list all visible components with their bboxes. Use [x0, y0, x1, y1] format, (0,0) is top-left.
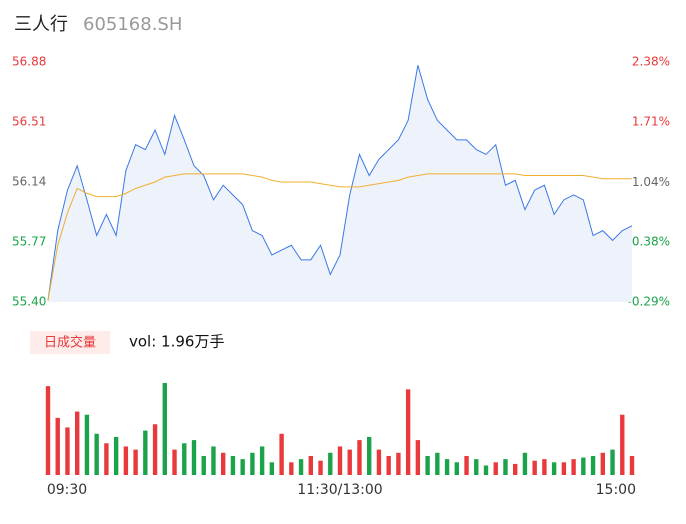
volume-bar	[522, 452, 528, 475]
volume-bar	[65, 427, 70, 475]
volume-bar	[435, 452, 440, 475]
y-tick-label: 56.51	[12, 115, 46, 129]
volume-bar	[474, 459, 479, 475]
volume-bar	[376, 449, 382, 475]
volume-bar	[172, 449, 177, 475]
volume-bar	[240, 459, 245, 475]
price-line	[47, 65, 633, 301]
volume-bar	[94, 433, 99, 475]
volume-bar	[328, 452, 333, 475]
y-tick-label: 55.40	[12, 295, 46, 309]
volume-bar	[551, 462, 557, 475]
volume-bar	[610, 449, 615, 475]
volume-bar	[561, 462, 567, 475]
average-line	[47, 173, 632, 301]
volume-bar	[620, 414, 625, 475]
volume-bar	[269, 462, 275, 475]
volume-bar	[493, 462, 498, 475]
volume-bar	[104, 443, 109, 475]
volume-bar	[221, 452, 226, 475]
volume-bar	[75, 411, 80, 475]
y2-tick-label: -0.29%	[628, 295, 670, 309]
volume-bar	[55, 417, 60, 475]
volume-bar	[571, 459, 576, 475]
volume-bar	[415, 440, 421, 475]
volume-bar	[483, 465, 489, 475]
volume-label: vol: 1.96万手	[129, 333, 224, 351]
volume-bar	[600, 452, 605, 475]
volume-bar	[84, 414, 90, 475]
volume-bar	[357, 440, 362, 475]
volume-bar	[201, 455, 206, 475]
stock-code: 605168.SH	[83, 14, 182, 35]
y-tick-label: 55.77	[12, 235, 46, 249]
volume-bar	[162, 383, 167, 475]
volume-bar	[396, 452, 401, 475]
volume-bar	[337, 446, 343, 475]
volume-bar	[590, 455, 596, 475]
volume-bar	[542, 459, 547, 475]
volume-bar	[513, 463, 518, 475]
x-tick-label: 11:30/13:00	[297, 482, 382, 498]
volume-bar	[503, 459, 508, 475]
volume-bar	[152, 424, 158, 475]
volume-bar	[230, 455, 236, 475]
price-area	[48, 65, 632, 302]
volume-bar	[211, 446, 216, 475]
volume-button-bg[interactable]	[30, 331, 110, 354]
volume-bar	[289, 462, 294, 475]
volume-bar	[45, 386, 51, 475]
volume-bar	[143, 430, 148, 475]
y2-tick-label: 1.04%	[632, 175, 670, 189]
x-tick-label: 09:30	[47, 482, 87, 498]
volume-bar	[532, 460, 537, 475]
y-tick-label: 56.14	[12, 175, 46, 189]
volume-bar	[581, 457, 586, 475]
volume-bar	[629, 455, 635, 475]
volume-bar	[386, 455, 391, 475]
x-tick-label: 15:00	[596, 482, 636, 498]
volume-bar	[444, 459, 450, 475]
volume-bar	[367, 436, 372, 475]
y2-tick-label: 1.71%	[632, 115, 670, 129]
volume-bar	[250, 452, 255, 475]
volume-bar	[123, 446, 129, 475]
volume-bar	[347, 449, 352, 475]
y2-tick-label: 2.38%	[632, 55, 670, 69]
volume-bar	[464, 455, 469, 475]
volume-bar	[318, 460, 323, 475]
volume-bar	[308, 455, 313, 475]
volume-bar	[133, 449, 138, 475]
volume-button[interactable]: 日成交量	[44, 335, 96, 351]
volume-bar	[279, 433, 284, 475]
y-tick-label: 56.88	[12, 55, 46, 69]
volume-bar	[454, 462, 459, 475]
volume-bar	[425, 455, 430, 475]
volume-bar	[182, 443, 187, 475]
volume-bar	[405, 389, 411, 475]
volume-bar	[298, 459, 304, 475]
stock-name: 三人行	[14, 14, 68, 35]
y2-tick-label: 0.38%	[632, 234, 670, 248]
volume-bar	[259, 446, 265, 475]
volume-bar	[191, 440, 197, 475]
volume-bar	[113, 436, 119, 475]
